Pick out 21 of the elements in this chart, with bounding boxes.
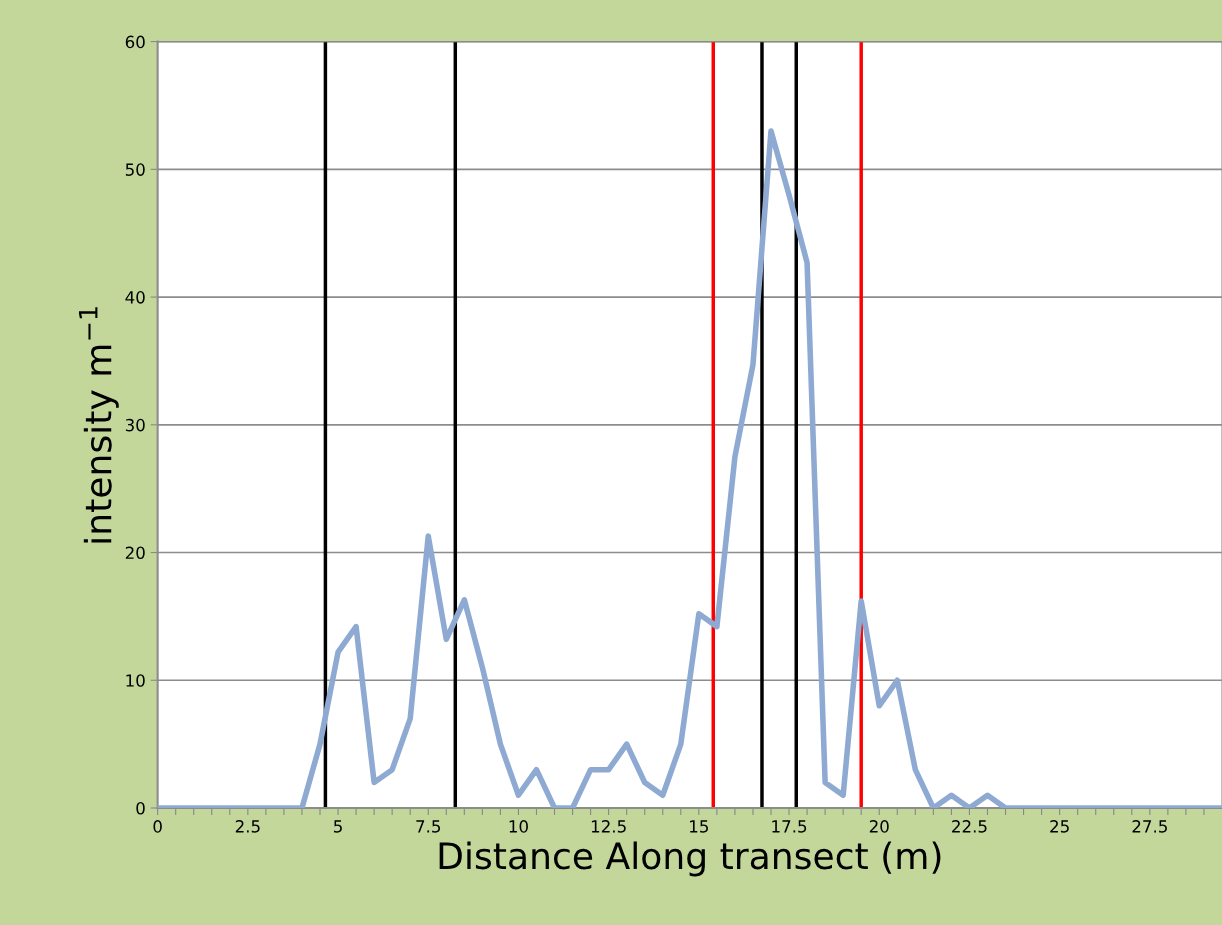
y-tick-label: 50 [125, 163, 145, 176]
x-tick-label: 25 [1050, 820, 1069, 833]
y-tick-label: 60 [125, 35, 145, 49]
x-tick-label: 2.5 [235, 820, 260, 833]
x-tick-label: 20 [869, 820, 889, 833]
x-tick-label: 15 [690, 820, 708, 833]
y-tick-label: 30 [125, 418, 145, 432]
y-tick-label: 10 [126, 674, 145, 687]
x-tick-label: 17.5 [772, 820, 807, 833]
x-tick-label: 7.5 [416, 820, 441, 833]
y-tick-label: 20 [125, 546, 145, 560]
y-tick-label: 0 [136, 801, 145, 815]
y-tick-label: 40 [125, 291, 145, 304]
x-tick-label: 10 [509, 820, 528, 833]
x-axis-title: Distance Along transect (m) [439, 841, 941, 877]
y-axis-title: intensity m$^{−1}$ [78, 307, 119, 543]
x-tick-label: 22.5 [952, 820, 987, 833]
x-tick-label: 27.5 [1132, 820, 1167, 833]
x-tick-label: 12.5 [591, 820, 626, 833]
x-tick-label: 5 [334, 820, 342, 833]
x-tick-label: 0 [153, 820, 162, 833]
